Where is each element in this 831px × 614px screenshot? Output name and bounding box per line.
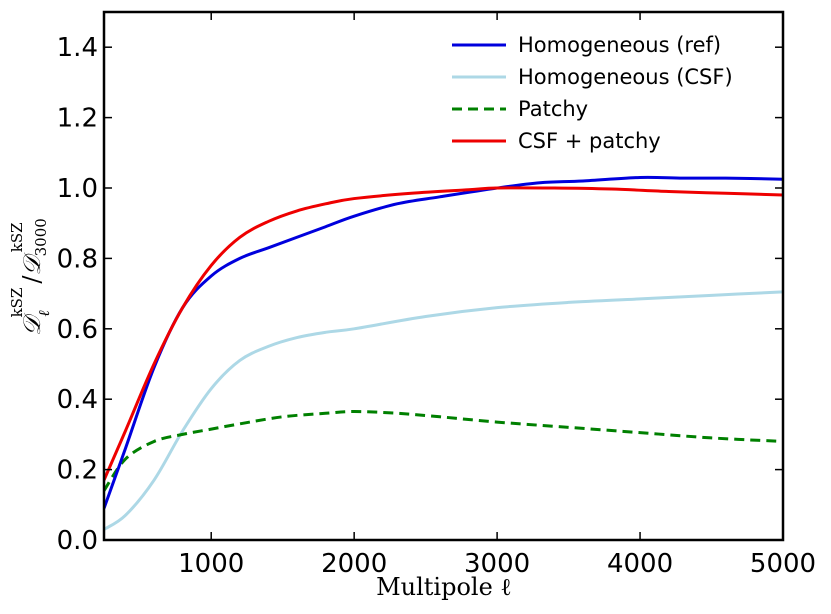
y-tick-label: 1.4 [57,33,98,63]
y-tick-label: 1.0 [57,174,98,204]
legend-label-patchy: Patchy [518,97,588,121]
y-tick-label: 0.2 [57,456,98,486]
legend-label-homogeneous-ref: Homogeneous (ref) [518,33,721,57]
series-line-patchy [104,410,783,492]
legend-label-csf-patchy: CSF + patchy [518,129,661,153]
series-line-csf-patchy [104,186,783,481]
legend-label-homogeneous-csf: Homogeneous (CSF) [518,65,733,89]
x-tick-label: 5000 [750,549,816,579]
series-line-homogeneous-csf [104,290,783,531]
x-tick-label: 4000 [607,549,673,579]
ticks-layer: 1000 2000 3000 4000 5000 0.0 0.2 0.4 0.6 0.8 1.0 1.… [57,12,816,579]
y-tick-label: 0.6 [57,315,98,345]
y-tick-label: 0.0 [57,526,98,556]
x-tick-label: 3000 [464,549,530,579]
y-tick-label: 0.8 [57,244,98,274]
y-tick-label: 0.4 [57,385,98,415]
series-line-homogeneous-ref [104,175,783,509]
legend: Homogeneous (ref) Homogeneous (CSF) Patchy… [452,33,733,153]
y-tick-label: 1.2 [57,104,98,134]
x-axis-title: Multipole ℓ [376,573,512,601]
x-tick-label: 1000 [178,549,244,579]
series-layer [104,175,783,531]
y-axis-title: 𝒟ℓkSZ/𝒟3000kSZ [8,218,53,336]
plot-frame [102,10,785,542]
x-tick-label: 2000 [321,549,387,579]
